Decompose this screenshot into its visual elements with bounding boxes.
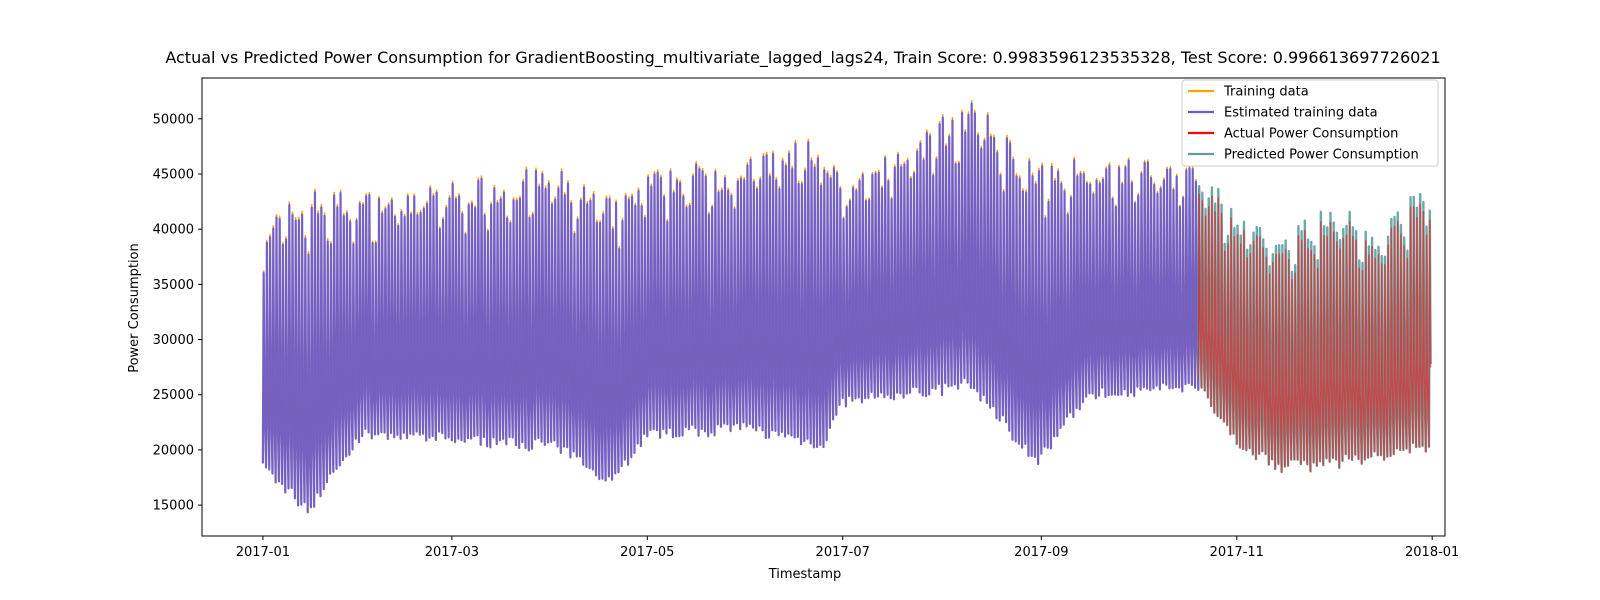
legend-item: Actual Power Consumption xyxy=(1224,127,1398,142)
y-tick-label: 30000 xyxy=(153,333,194,348)
legend-item: Estimated training data xyxy=(1224,106,1378,121)
x-tick-label: 2017-09 xyxy=(1014,545,1068,560)
legend-item: Training data xyxy=(1223,85,1309,100)
series-layer xyxy=(261,99,1432,514)
y-tick-label: 45000 xyxy=(153,168,194,183)
plot-frame xyxy=(201,77,1446,537)
y-axis-label: Power Consumption xyxy=(127,243,142,373)
legend-box xyxy=(1181,79,1439,167)
legend: Training data Estimated training data Actu… xyxy=(1181,79,1439,167)
x-tick-label: 2017-11 xyxy=(1210,545,1264,560)
y-tick-label: 50000 xyxy=(153,112,194,127)
y-tick-label: 25000 xyxy=(153,388,194,403)
chart-title: Actual vs Predicted Power Consumption fo… xyxy=(165,48,1440,68)
x-tick-label: 2018-01 xyxy=(1405,545,1459,560)
x-tick-label: 2017-05 xyxy=(620,545,674,560)
x-tick-label: 2017-07 xyxy=(816,545,870,560)
series-actual-power-consumption xyxy=(1197,193,1432,473)
legend-item: Predicted Power Consumption xyxy=(1224,148,1419,163)
y-tick-label: 40000 xyxy=(153,223,194,238)
y-tick-label: 20000 xyxy=(153,443,194,458)
y-tick-label: 15000 xyxy=(153,499,194,514)
x-axis-label: Timestamp xyxy=(768,567,842,582)
axes-layer: 15000 20000 25000 30000 35000 40000 45000 50000… xyxy=(153,77,1459,560)
x-tick-label: 2017-01 xyxy=(236,545,290,560)
series-estimated-training-data xyxy=(261,102,1202,514)
x-tick-label: 2017-03 xyxy=(425,545,479,560)
y-tick-label: 35000 xyxy=(153,278,194,293)
